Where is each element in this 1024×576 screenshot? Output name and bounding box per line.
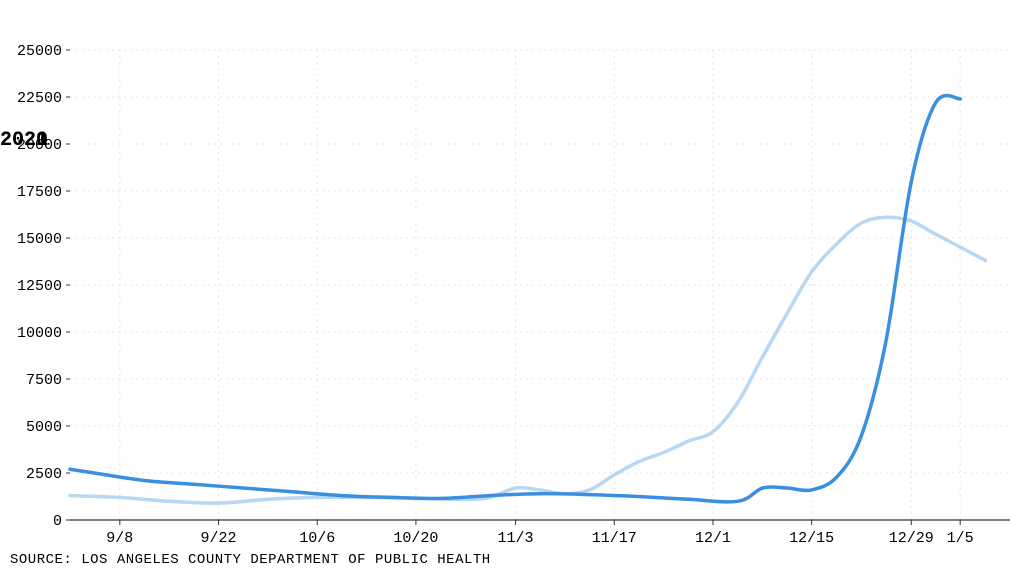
svg-text:12/29: 12/29 — [889, 530, 934, 547]
svg-text:11/17: 11/17 — [592, 530, 637, 547]
svg-text:0: 0 — [53, 513, 62, 530]
svg-text:10000: 10000 — [17, 325, 62, 342]
svg-text:15000: 15000 — [17, 231, 62, 248]
svg-text:5000: 5000 — [26, 419, 62, 436]
svg-text:22500: 22500 — [17, 90, 62, 107]
svg-text:17500: 17500 — [17, 184, 62, 201]
svg-text:12500: 12500 — [17, 278, 62, 295]
svg-text:10/20: 10/20 — [393, 530, 438, 547]
svg-text:2500: 2500 — [26, 466, 62, 483]
chart-svg: 0250050007500100001250015000175002000022… — [0, 0, 1024, 576]
svg-text:25000: 25000 — [17, 43, 62, 60]
source-text: LOS ANGELES COUNTY DEPARTMENT OF PUBLIC … — [81, 552, 490, 568]
legend-label: 2020 — [0, 129, 48, 152]
svg-text:1/5: 1/5 — [947, 530, 974, 547]
svg-text:10/6: 10/6 — [299, 530, 335, 547]
line-chart: 0250050007500100001250015000175002000022… — [0, 0, 1024, 576]
source-attribution: SOURCE: LOS ANGELES COUNTY DEPARTMENT OF… — [10, 552, 491, 568]
svg-text:11/3: 11/3 — [498, 530, 534, 547]
source-prefix: SOURCE: — [10, 552, 81, 568]
svg-text:7500: 7500 — [26, 372, 62, 389]
svg-text:12/1: 12/1 — [695, 530, 731, 547]
svg-text:9/8: 9/8 — [106, 530, 133, 547]
svg-text:12/15: 12/15 — [789, 530, 834, 547]
svg-text:9/22: 9/22 — [201, 530, 237, 547]
